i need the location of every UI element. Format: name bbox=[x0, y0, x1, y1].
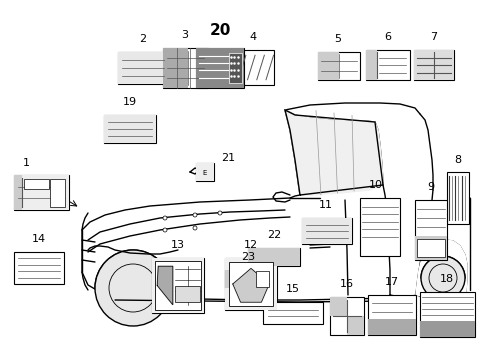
Text: 21: 21 bbox=[221, 153, 235, 163]
Bar bbox=[175, 285, 200, 302]
Bar bbox=[196, 48, 244, 88]
Text: 8: 8 bbox=[453, 155, 461, 165]
Circle shape bbox=[163, 216, 167, 220]
Polygon shape bbox=[285, 110, 382, 195]
Polygon shape bbox=[157, 266, 172, 305]
Text: 16: 16 bbox=[339, 279, 353, 289]
Text: 10: 10 bbox=[368, 180, 382, 190]
Bar bbox=[196, 163, 214, 181]
Bar bbox=[118, 52, 168, 84]
Text: E: E bbox=[203, 170, 207, 176]
Bar bbox=[446, 172, 468, 224]
Circle shape bbox=[218, 211, 222, 215]
Circle shape bbox=[163, 228, 167, 232]
Bar bbox=[263, 302, 323, 324]
Bar bbox=[247, 248, 299, 266]
Circle shape bbox=[95, 250, 171, 326]
Bar bbox=[152, 258, 203, 313]
Text: 12: 12 bbox=[244, 240, 258, 250]
Bar bbox=[359, 198, 399, 256]
Bar bbox=[419, 321, 474, 337]
Circle shape bbox=[420, 256, 464, 300]
Bar bbox=[228, 53, 242, 83]
Bar bbox=[224, 258, 276, 310]
Bar bbox=[163, 48, 187, 88]
Text: 7: 7 bbox=[429, 32, 437, 42]
Bar bbox=[196, 48, 244, 88]
Text: 3: 3 bbox=[181, 30, 188, 40]
Bar bbox=[104, 115, 156, 143]
Bar bbox=[224, 270, 268, 288]
Bar bbox=[50, 179, 65, 207]
Bar bbox=[365, 50, 409, 80]
Bar bbox=[365, 50, 376, 80]
Bar bbox=[414, 200, 446, 260]
Text: 22: 22 bbox=[266, 230, 281, 240]
Bar bbox=[302, 218, 351, 244]
Text: 4: 4 bbox=[249, 32, 256, 42]
Bar bbox=[152, 258, 203, 313]
Text: 17: 17 bbox=[384, 277, 398, 287]
Polygon shape bbox=[415, 240, 466, 300]
Circle shape bbox=[193, 213, 197, 217]
Text: 9: 9 bbox=[427, 182, 434, 192]
Bar bbox=[302, 218, 351, 244]
Text: 1: 1 bbox=[22, 158, 29, 168]
Bar bbox=[155, 261, 201, 310]
Bar bbox=[413, 50, 453, 80]
Text: 2: 2 bbox=[139, 34, 146, 44]
Bar bbox=[367, 295, 415, 335]
Text: 6: 6 bbox=[384, 32, 391, 42]
Bar bbox=[247, 248, 299, 266]
Bar bbox=[224, 270, 268, 288]
Bar bbox=[329, 297, 346, 316]
Polygon shape bbox=[232, 269, 269, 302]
Bar bbox=[317, 52, 338, 80]
Text: 14: 14 bbox=[32, 234, 46, 244]
Bar bbox=[14, 175, 69, 210]
Text: 23: 23 bbox=[241, 252, 255, 262]
Bar bbox=[14, 175, 22, 210]
Bar bbox=[416, 239, 445, 257]
Bar bbox=[317, 52, 359, 80]
Bar bbox=[256, 271, 269, 287]
Bar bbox=[14, 252, 64, 284]
Bar bbox=[224, 258, 276, 310]
Text: 18: 18 bbox=[439, 274, 453, 284]
Bar bbox=[329, 297, 363, 335]
Text: 13: 13 bbox=[171, 240, 184, 250]
Text: 11: 11 bbox=[318, 200, 332, 210]
Text: 5: 5 bbox=[334, 34, 341, 44]
Bar bbox=[419, 292, 474, 337]
Text: 15: 15 bbox=[285, 284, 299, 294]
Circle shape bbox=[193, 226, 197, 230]
Bar bbox=[413, 50, 453, 80]
Bar bbox=[14, 175, 69, 210]
Bar bbox=[118, 52, 168, 84]
Bar bbox=[367, 319, 415, 335]
Bar bbox=[24, 179, 48, 189]
Bar bbox=[414, 236, 446, 260]
Bar bbox=[196, 163, 214, 181]
Text: 20: 20 bbox=[209, 23, 230, 38]
Bar bbox=[229, 262, 272, 306]
Bar bbox=[163, 48, 207, 88]
Bar bbox=[346, 316, 363, 335]
Bar bbox=[104, 115, 156, 143]
Bar bbox=[231, 50, 273, 85]
Text: 19: 19 bbox=[122, 97, 137, 107]
